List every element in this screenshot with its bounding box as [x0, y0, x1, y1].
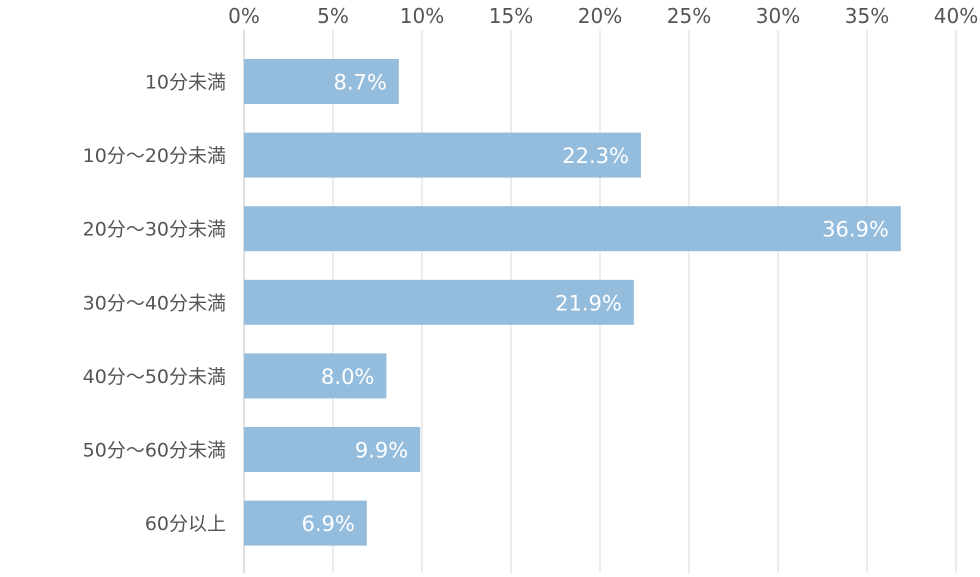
- x-tick-label: 10%: [400, 4, 444, 28]
- category-label: 50分～60分未満: [83, 440, 226, 462]
- x-axis-ticks: 0% 5% 10% 15% 20% 25% 30% 35% 40%: [228, 4, 978, 28]
- x-tick-label: 35%: [845, 4, 889, 28]
- bar-value-label: 36.9%: [822, 218, 889, 242]
- y-axis-categories: 10分未満 10分～20分未満 20分～30分未満 30分～40分未満 40分～50分未…: [83, 72, 226, 536]
- x-tick-label: 40%: [934, 4, 978, 28]
- bar-value-label: 9.9%: [355, 439, 408, 463]
- category-label: 10分未満: [145, 72, 226, 94]
- category-label: 30分～40分未満: [83, 292, 226, 314]
- category-label: 20分～30分未満: [83, 219, 226, 241]
- category-label: 60分以上: [145, 513, 226, 535]
- bar-value-label: 22.3%: [562, 144, 629, 168]
- bar: [244, 206, 901, 251]
- x-tick-label: 25%: [667, 4, 711, 28]
- x-tick-label: 5%: [317, 4, 349, 28]
- x-tick-label: 30%: [756, 4, 800, 28]
- bar-value-label: 21.9%: [555, 291, 622, 315]
- bar-value-label: 6.9%: [301, 512, 354, 536]
- x-tick-label: 0%: [228, 4, 260, 28]
- category-label: 40分～50分未満: [83, 366, 226, 388]
- category-label: 10分～20分未満: [83, 145, 226, 167]
- x-tick-label: 15%: [489, 4, 533, 28]
- bar-value-label: 8.7%: [334, 71, 387, 95]
- x-tick-label: 20%: [578, 4, 622, 28]
- bar-value-label: 8.0%: [321, 365, 374, 389]
